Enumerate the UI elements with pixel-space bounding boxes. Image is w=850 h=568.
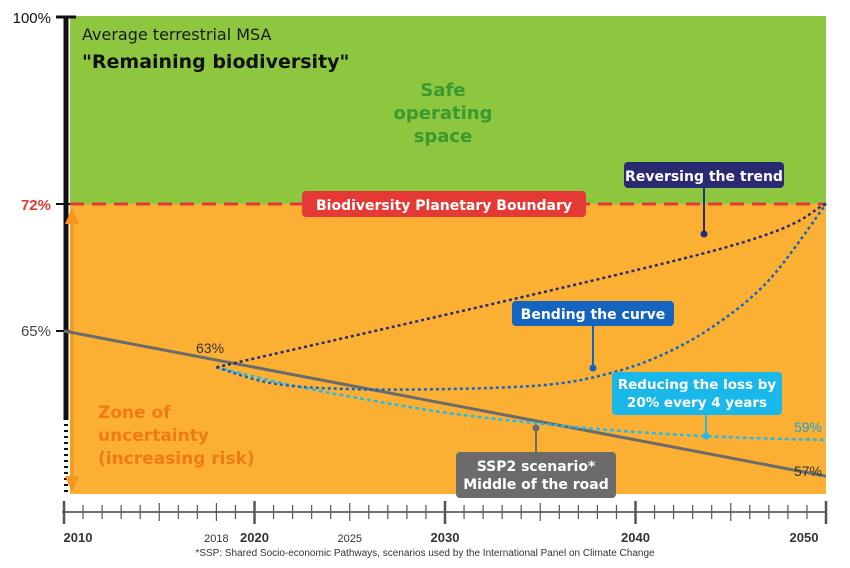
callout-label-bend: Bending the curve: [521, 307, 666, 323]
x-axis-ticks: [62, 501, 828, 524]
x-tick-label-2050: 2050: [790, 530, 819, 545]
callout-label-reduce: Reducing the loss by 20% every 4 years: [618, 377, 777, 411]
callout-dot-reduce: [702, 432, 710, 440]
x-axis-labels: 2010 2018 2020 2025 2030 2040 2050: [64, 530, 819, 545]
y-tick-65: 65%: [21, 323, 51, 340]
callout-dot-ssp2: [532, 424, 540, 432]
callout-dot-reverse: [700, 230, 708, 238]
x-tick-label-2020: 2020: [240, 530, 269, 545]
uncertainty-zone-label: Zone of uncertainty (increasing risk): [98, 403, 255, 469]
uncertainty-zone: [70, 204, 826, 494]
series-line-reducing-loss: [216, 366, 827, 442]
x-tick-label-2010: 2010: [64, 530, 93, 545]
y-tick-72: 72%: [21, 197, 51, 214]
uncertainty-arrow-top: [65, 208, 79, 224]
boundary-label-box: [302, 191, 586, 217]
callout-box-ssp2: [456, 452, 616, 498]
boundary-label: Biodiversity Planetary Boundary: [316, 198, 572, 214]
callout-label-reverse: Reversing the trend: [625, 169, 783, 185]
series-line-ssp2: [63, 329, 827, 478]
series-line-bending-curve: [216, 203, 828, 391]
uncertainty-arrow-bottom: [65, 476, 79, 492]
callout-label-ssp2: SSP2 scenario* Middle of the road: [463, 459, 609, 493]
callout-box-reduce: [612, 372, 782, 415]
y-tick-100: 100%: [13, 10, 51, 27]
x-tick-label-2025: 2025: [338, 533, 362, 545]
start-label-63: 63%: [196, 340, 224, 356]
biodiversity-chart: 100% 72% 65% Average terrestrial MSA "Re…: [13, 10, 828, 545]
chart-title: Average terrestrial MSA: [82, 25, 272, 44]
footnote: *SSP: Shared Socio-economic Pathways, sc…: [195, 548, 655, 559]
x-tick-label-2040: 2040: [621, 530, 650, 545]
callout-box-reverse: [624, 162, 784, 188]
safe-zone-label: Safe operating space: [394, 80, 493, 147]
callout-dot-bend: [589, 364, 597, 372]
end-label-59: 59%: [794, 419, 822, 435]
x-tick-label-2018: 2018: [204, 533, 228, 545]
callout-box-bend: [512, 301, 674, 326]
x-tick-label-2030: 2030: [431, 530, 460, 545]
chart-subtitle: "Remaining biodiversity": [82, 51, 349, 73]
end-label-57: 57%: [794, 463, 822, 479]
